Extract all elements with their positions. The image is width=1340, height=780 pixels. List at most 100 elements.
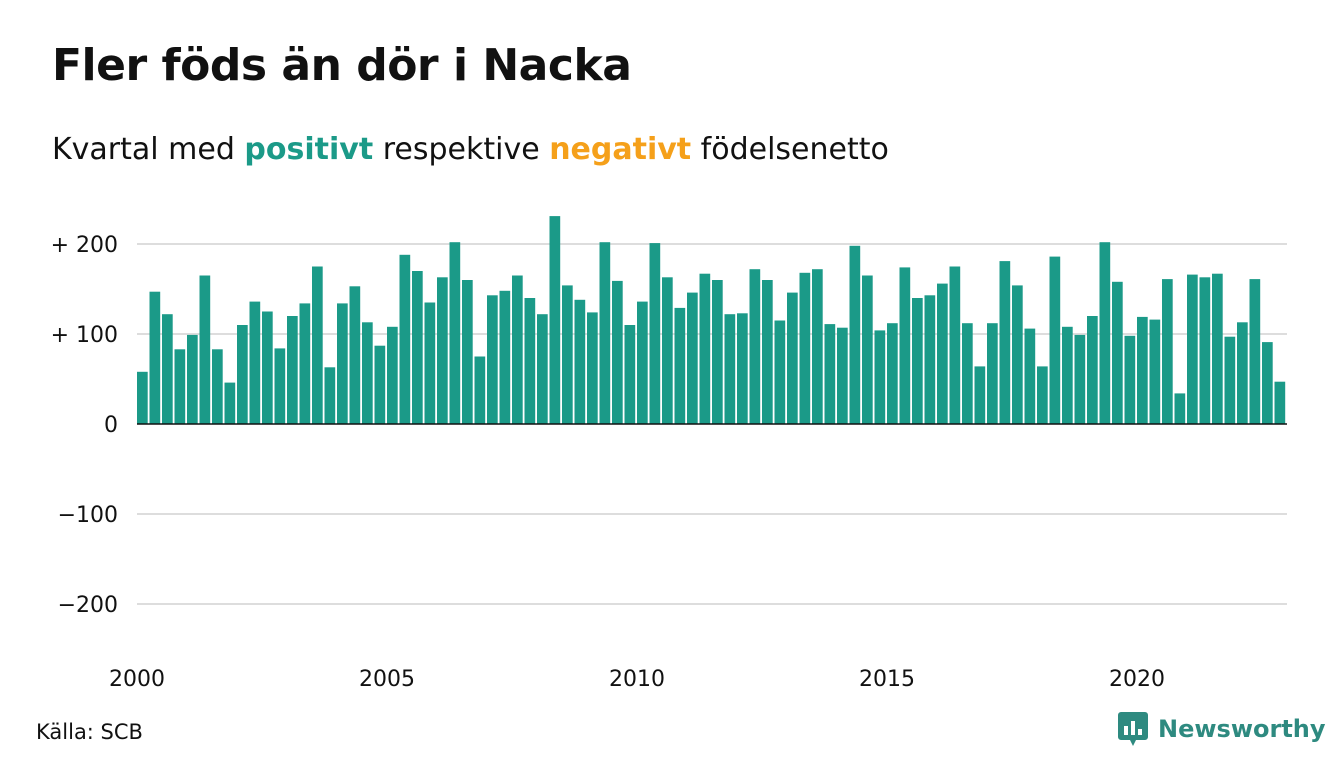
bar [212, 349, 223, 424]
x-tick-label: 2015 [859, 667, 915, 692]
bar [1087, 316, 1098, 424]
subtitle-positive-word: positivt [244, 132, 374, 167]
bar [499, 290, 511, 424]
x-tick-label: 2010 [609, 667, 665, 692]
subtitle-middle: respektive [373, 132, 550, 167]
bar [624, 325, 636, 424]
bar [874, 330, 886, 424]
source-label: Källa: SCB [36, 720, 143, 744]
bar [862, 275, 873, 424]
bar [262, 311, 273, 424]
bar [987, 323, 998, 424]
bar [487, 295, 498, 424]
chart-title: Fler föds än dör i Nacka [52, 40, 632, 91]
bar [887, 323, 898, 424]
y-tick-label: + 100 [51, 323, 118, 348]
bar [387, 326, 398, 424]
bar [1249, 279, 1261, 424]
bar [599, 242, 611, 424]
bar [1149, 319, 1161, 424]
bar [962, 323, 973, 424]
bar [587, 312, 598, 424]
bar [974, 366, 986, 424]
bar [1074, 334, 1086, 424]
y-tick-label: 0 [104, 413, 118, 438]
bar [1137, 316, 1148, 424]
bar [1262, 342, 1273, 424]
bar [162, 314, 173, 424]
bar [1199, 277, 1211, 424]
bar [1124, 335, 1136, 424]
bar [1024, 328, 1036, 424]
bar [824, 324, 836, 424]
bar [174, 349, 186, 424]
bar [637, 301, 648, 424]
bar [449, 242, 461, 424]
bar [287, 316, 298, 424]
bar [399, 254, 411, 424]
subtitle-prefix: Kvartal med [52, 132, 245, 167]
bar [687, 292, 698, 424]
bar [949, 266, 961, 424]
bar [1187, 274, 1198, 424]
bar [912, 298, 923, 424]
brand-name: Newsworthy [1158, 715, 1326, 743]
bar [137, 371, 148, 424]
bars [137, 216, 1286, 424]
bar [424, 302, 436, 424]
bar [1274, 381, 1286, 424]
bar [412, 271, 423, 424]
bar [524, 298, 536, 424]
bar [362, 322, 373, 424]
bar [1162, 279, 1173, 424]
bar [1174, 393, 1186, 424]
bar [299, 303, 311, 424]
bar [549, 216, 561, 424]
bar [662, 277, 673, 424]
x-tick-label: 2005 [359, 667, 415, 692]
bar [999, 261, 1011, 424]
bar-chart: + 200 + 100 0 −100 −200 2000 2005 2010 2015 2020 [51, 216, 1287, 692]
bar [812, 269, 823, 424]
bar [924, 295, 936, 424]
bar [1212, 273, 1223, 424]
chart-subtitle: Kvartal med positivt respektive negativt… [52, 132, 889, 167]
bar [937, 283, 948, 424]
bar [1062, 326, 1073, 424]
bar [749, 269, 761, 424]
bar [699, 273, 711, 424]
bar [324, 367, 336, 424]
y-tick-label: −100 [58, 503, 118, 528]
bar [774, 320, 786, 424]
bar [1224, 336, 1236, 424]
bar [674, 307, 686, 424]
bar [1099, 242, 1111, 424]
bar [1112, 281, 1123, 424]
bar [199, 275, 211, 424]
bar [149, 291, 161, 424]
bar [1012, 285, 1023, 424]
subtitle-suffix: födelsenetto [691, 132, 889, 167]
bar [724, 314, 736, 424]
newsworthy-logo-icon [1118, 712, 1148, 746]
bar [474, 356, 486, 424]
bar [537, 314, 548, 424]
bar [462, 280, 473, 424]
bar [762, 280, 773, 424]
bar [562, 285, 573, 424]
bar [1237, 322, 1248, 424]
bar [187, 334, 198, 424]
bar [787, 292, 798, 424]
bar [337, 303, 348, 424]
bar [612, 280, 623, 424]
brand-logo: Newsworthy [1118, 712, 1326, 746]
subtitle-negative-word: negativt [549, 132, 692, 167]
bar [249, 301, 261, 424]
bar [574, 299, 586, 424]
bar [849, 245, 861, 424]
bar [512, 275, 523, 424]
x-tick-label: 2000 [109, 667, 165, 692]
y-tick-label: −200 [58, 593, 118, 618]
bar [712, 280, 723, 424]
bar [1037, 366, 1048, 424]
